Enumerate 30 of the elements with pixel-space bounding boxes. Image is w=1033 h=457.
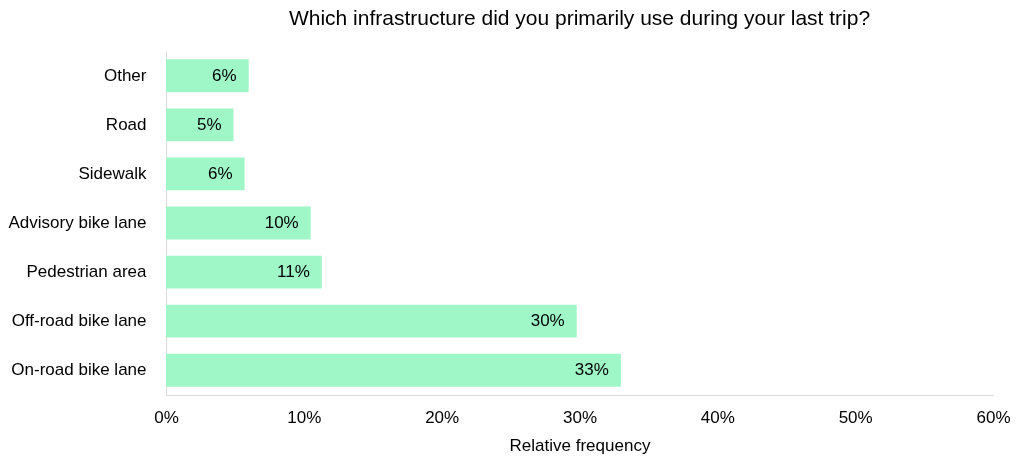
x-tick-label: 40% — [700, 407, 735, 427]
bar — [166, 59, 249, 93]
y-tick-label: Advisory bike lane — [8, 213, 147, 232]
x-tick-label: 30% — [562, 407, 598, 427]
x-axis-title: Relative frequency — [509, 435, 651, 455]
bar — [166, 157, 245, 191]
y-tick-label: Other — [103, 65, 147, 85]
y-tick-label: Pedestrian area — [26, 262, 148, 282]
y-tick-label: Road — [105, 114, 147, 134]
x-tick-label: 20% — [425, 407, 460, 427]
x-tick-label: 60% — [976, 407, 1011, 427]
y-tick-label: Off-road bike lane — [11, 311, 147, 331]
data-label: 30% — [530, 311, 565, 331]
bar — [166, 108, 234, 142]
bar — [166, 255, 322, 289]
data-label: 11% — [276, 262, 310, 282]
y-tick-label: On-road bike lane — [11, 360, 147, 380]
data-label: 6% — [207, 163, 233, 183]
bar — [166, 353, 621, 387]
bar — [166, 206, 311, 240]
data-label: 5% — [196, 114, 222, 134]
chart-title: Which infrastructure did you primarily use during your last trip? — [288, 6, 871, 29]
x-tick-label: 50% — [838, 407, 873, 427]
x-tick-label: 0% — [154, 407, 179, 427]
x-tick-label: 10% — [287, 407, 322, 427]
y-tick-label: Sidewalk — [78, 163, 147, 183]
bar — [166, 304, 577, 338]
data-label: 6% — [212, 65, 237, 85]
data-label: 10% — [264, 213, 299, 232]
data-label: 33% — [574, 360, 609, 380]
